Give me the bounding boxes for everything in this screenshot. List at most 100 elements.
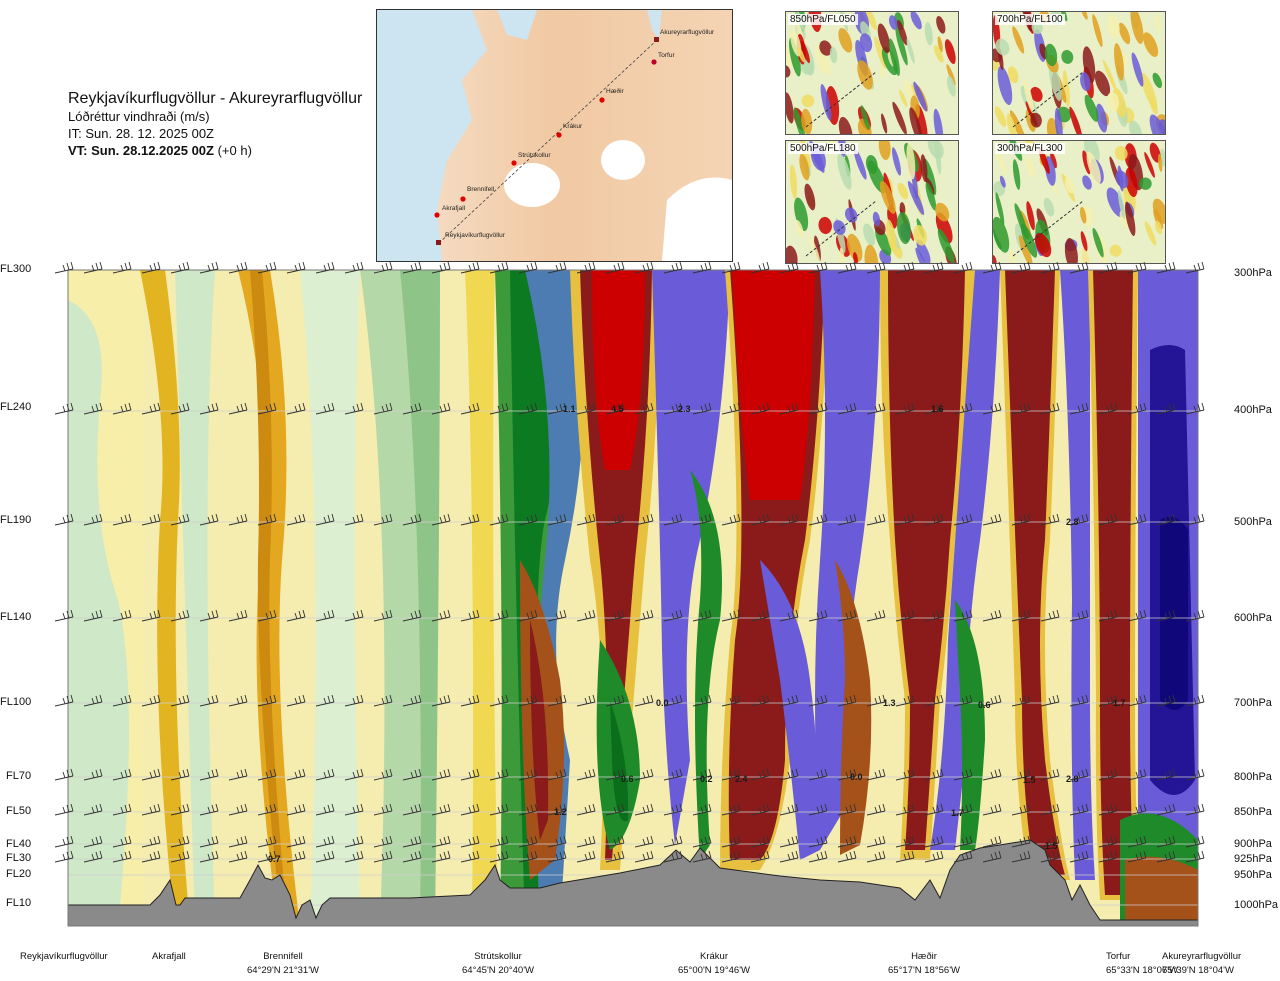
value-label: 2.3	[678, 404, 691, 414]
wind-barb	[257, 609, 277, 622]
wind-barb	[431, 694, 451, 707]
wind-barb	[1069, 835, 1089, 848]
wind-barb	[634, 261, 654, 274]
wind-barb	[489, 694, 509, 707]
value-label: 0.7	[268, 854, 281, 864]
wind-barb	[895, 609, 915, 622]
location-label: Reykjavíkurflugvöllur	[20, 950, 108, 964]
wind-barb	[1098, 835, 1118, 848]
wind-barb	[1098, 694, 1118, 707]
wind-barb	[866, 609, 886, 622]
value-label: 1.5	[1045, 841, 1058, 851]
wind-barb	[1156, 768, 1176, 781]
wind-barb	[489, 850, 509, 863]
wind-barb	[518, 694, 538, 707]
wind-barb	[286, 261, 306, 274]
wind-barb	[1069, 768, 1089, 781]
value-label: 1.6	[931, 404, 944, 414]
map-place-akureyri: Akureyrarflugvöllur	[660, 29, 715, 36]
wind-barb	[489, 513, 509, 526]
wind-barb	[750, 850, 770, 863]
fl-label: FL10	[6, 897, 32, 909]
wind-barb	[1185, 850, 1205, 863]
wind-barb	[895, 513, 915, 526]
value-label: 4.5	[611, 404, 624, 414]
wind-barb	[1011, 402, 1031, 415]
wind-barb	[431, 803, 451, 816]
wind-barb	[83, 768, 103, 781]
wind-barb	[112, 513, 132, 526]
value-label: 0.6	[978, 700, 991, 710]
wind-barb	[199, 609, 219, 622]
hpa-label: 300hPa	[1234, 267, 1272, 279]
wind-barb	[692, 513, 712, 526]
wind-barb	[663, 850, 683, 863]
wind-barb	[518, 261, 538, 274]
mini-map-300[interactable]: 300hPa/FL300	[992, 140, 1166, 264]
value-label: 1.3	[883, 698, 896, 708]
wind-barb	[576, 835, 596, 848]
wind-barb	[1069, 402, 1089, 415]
wind-barb	[489, 609, 509, 622]
wind-barb	[779, 850, 799, 863]
wind-barb	[54, 768, 74, 781]
location-label: Brennifell 64°29'N 21°31'W	[244, 950, 322, 978]
wind-barb	[1127, 803, 1147, 816]
wind-barb	[1069, 513, 1089, 526]
location-coord: 65°17'N 18°56'W	[888, 965, 960, 976]
wind-barb	[315, 402, 335, 415]
wind-barb	[460, 768, 480, 781]
location-name: Strútskollur	[474, 951, 522, 962]
wind-barb	[547, 768, 567, 781]
wind-barb	[54, 850, 74, 863]
wind-barb	[460, 402, 480, 415]
wind-barb	[924, 850, 944, 863]
fl-label: FL30	[6, 852, 32, 864]
wind-barb	[576, 402, 596, 415]
wind-barb	[779, 803, 799, 816]
wind-barb	[83, 261, 103, 274]
wind-barb	[431, 835, 451, 848]
wind-barb	[1040, 803, 1060, 816]
wind-barb	[576, 261, 596, 274]
wind-barb	[1185, 402, 1205, 415]
wind-barb	[518, 835, 538, 848]
wind-barb	[750, 694, 770, 707]
wind-barb	[170, 803, 190, 816]
wind-barb	[605, 850, 625, 863]
wind-barb	[982, 835, 1002, 848]
wind-barb	[634, 768, 654, 781]
map-place-reykjavik: Reykjavíkurflugvöllur	[445, 232, 505, 239]
mini-map-pattern	[993, 141, 1165, 263]
wind-barb	[286, 609, 306, 622]
wind-barb	[953, 513, 973, 526]
mini-map-500[interactable]: 500hPa/FL180	[785, 140, 959, 264]
wind-barb	[576, 803, 596, 816]
wind-barb	[199, 402, 219, 415]
wind-barb	[112, 694, 132, 707]
wind-barb	[721, 513, 741, 526]
wind-barb	[518, 803, 538, 816]
wind-barb	[460, 261, 480, 274]
location-name: Hæðir	[911, 951, 937, 962]
wind-barb	[344, 261, 364, 274]
location-name: Brennifell	[263, 951, 303, 962]
fl-label: FL70	[6, 770, 32, 782]
wind-barb	[837, 402, 857, 415]
wind-barb	[982, 850, 1002, 863]
wind-barb	[634, 513, 654, 526]
fl-label: FL140	[0, 611, 32, 623]
location-label: Strútskollur 64°45'N 20°40'W	[459, 950, 537, 978]
mini-map-850[interactable]: 850hPa/FL050	[785, 11, 959, 135]
wind-barb	[750, 835, 770, 848]
mini-map-700[interactable]: 700hPa/FL100	[992, 11, 1166, 135]
wind-barb	[605, 402, 625, 415]
valid-time-bold: VT: Sun. 28.12.2025 00Z	[68, 143, 214, 158]
wind-barb	[141, 803, 161, 816]
wind-barb	[518, 609, 538, 622]
wind-barb	[112, 609, 132, 622]
wind-barb	[54, 402, 74, 415]
wind-barb	[576, 513, 596, 526]
wind-barb	[663, 803, 683, 816]
